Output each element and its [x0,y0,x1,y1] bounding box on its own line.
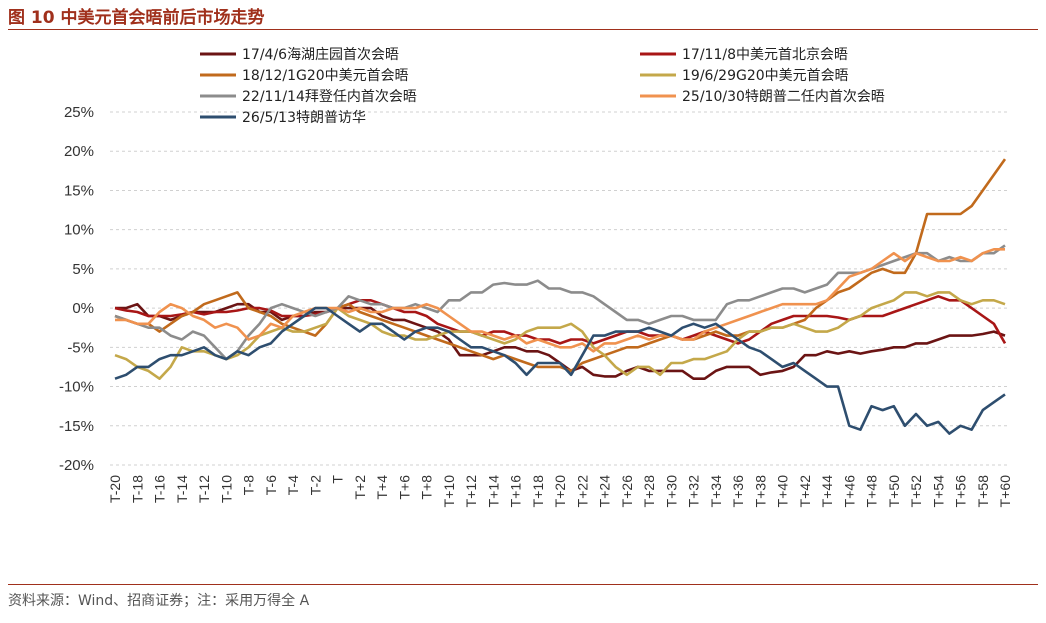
series-line-4 [114,291,1006,381]
x-tick-label: T+48 [864,475,880,508]
x-tick-label: T+8 [419,475,435,500]
series-line-6 [115,248,1005,353]
x-axis: T-20 T-18 T-16 T-14 T-12 T-10 T-8 T-6 T-4 T-2 T T+2… [107,475,1013,508]
series-line-3 [114,158,1007,373]
legend-label-7: 26/5/13特朗普访华 [242,110,366,126]
line-chart: -20% -15% -10% -5% 0% 5% 10% 15% 20% 25% T-20 T-18… [59,46,1013,508]
y-tick-label: 25% [64,104,94,121]
x-tick-label: T+10 [441,475,457,508]
x-tick-label: T+50 [886,475,902,508]
x-tick-label: T+4 [374,475,390,500]
x-tick-label: T-10 [218,475,234,503]
x-tick-label: T+40 [775,475,791,508]
series-line-7 [114,306,1006,435]
x-tick-label: T+32 [686,475,702,508]
y-tick-label: -20% [59,457,94,474]
x-tick-label: T+20 [552,475,568,508]
y-tick-label: 10% [64,222,94,239]
x-tick-label: T-16 [152,475,168,503]
footer-rule [8,584,1038,585]
legend-label-6: 25/10/30特朗普二任内首次会晤 [682,89,885,105]
x-tick-label: T-18 [129,475,145,503]
x-tick-label: T+58 [975,475,991,508]
legend-label-5: 22/11/14拜登任内首次会晤 [242,89,417,105]
legend-label-1: 17/4/6海湖庄园首次会晤 [242,46,399,63]
x-tick-label: T+22 [574,475,590,508]
x-tick-label: T+2 [352,475,368,500]
legend-label-4: 19/6/29G20中美元首会晤 [682,68,849,84]
y-tick-label: 15% [64,182,94,199]
x-tick-label: T+38 [752,475,768,508]
y-tick-label: 5% [72,261,94,278]
x-tick-label: T [330,475,346,484]
y-tick-label: 20% [64,143,94,160]
y-tick-label: -5% [67,339,94,356]
x-tick-label: T+34 [708,475,724,508]
x-tick-label: T+52 [908,475,924,508]
series-lines [114,158,1007,435]
x-tick-label: T+30 [663,475,679,508]
legend-label-2: 17/11/8中美元首北京会晤 [682,47,848,63]
y-axis: -20% -15% -10% -5% 0% 5% 10% 15% 20% 25% [59,104,94,474]
figure-title: 图 10 中美元首会晤前后市场走势 [8,8,265,28]
legend: 17/4/6海湖庄园首次会晤 17/11/8中美元首北京会晤 18/12/1G20中… [200,46,885,126]
x-tick-label: T-14 [174,475,190,503]
title-bar: 图 10 中美元首会晤前后市场走势 [8,3,1038,31]
x-tick-label: T+42 [797,475,813,508]
x-tick-label: T+18 [530,475,546,508]
x-tick-label: T+60 [997,475,1013,508]
x-tick-label: T+26 [619,475,635,508]
x-tick-label: T+56 [953,475,969,508]
x-tick-label: T+36 [730,475,746,508]
source-note: 资料来源：Wind、招商证券；注：采用万得全 A [8,593,310,609]
y-tick-label: -10% [59,379,94,396]
x-tick-label: T-8 [241,475,257,495]
y-tick-label: -15% [59,418,94,435]
x-tick-label: T-6 [263,475,279,495]
x-tick-label: T-12 [196,475,212,503]
legend-label-3: 18/12/1G20中美元首会晤 [242,68,409,84]
x-tick-label: T+12 [463,475,479,508]
x-tick-label: T-4 [285,475,301,495]
x-tick-label: T+14 [485,475,501,508]
x-tick-label: T+16 [508,475,524,508]
x-tick-label: T+28 [641,475,657,508]
x-tick-label: T-20 [107,475,123,503]
x-tick-label: T+54 [930,475,946,508]
x-tick-label: T+6 [396,475,412,500]
x-tick-label: T-2 [307,475,323,495]
y-tick-label: 0% [72,300,94,317]
x-tick-label: T+46 [841,475,857,508]
title-rule [8,29,1038,30]
x-tick-label: T+44 [819,475,835,508]
x-tick-label: T+24 [597,475,613,508]
